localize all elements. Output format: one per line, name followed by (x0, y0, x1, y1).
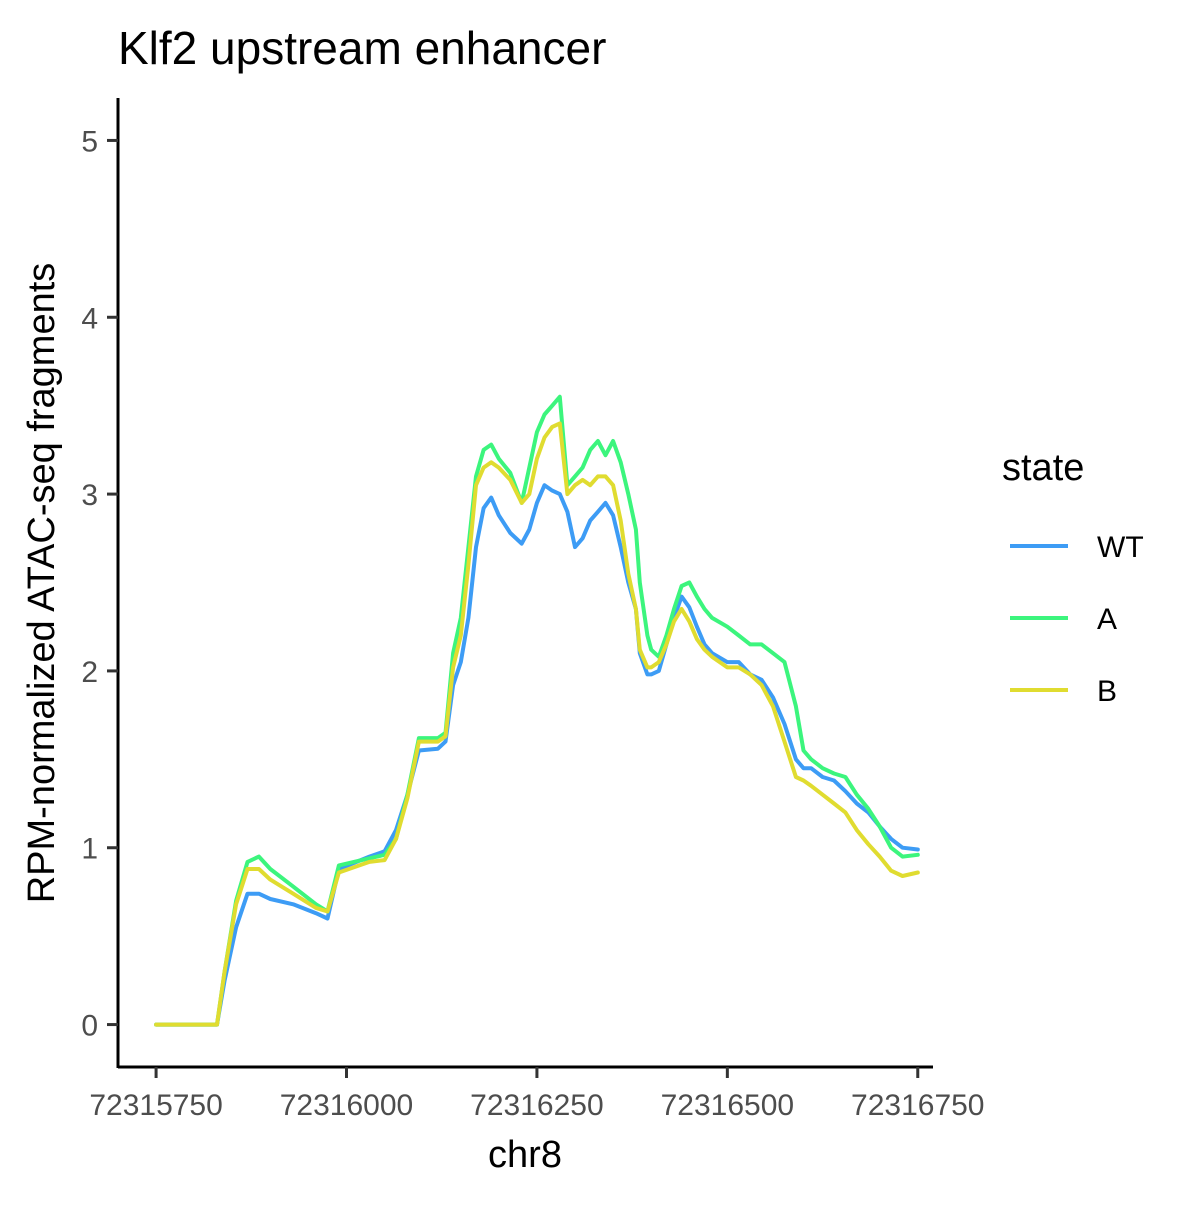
series-line-a (154, 394, 920, 1027)
x-axis-label: chr8 (488, 1134, 562, 1176)
legend-label: WT (1097, 531, 1144, 564)
x-tick-label: 72316500 (661, 1089, 794, 1122)
x-tick-label: 72316750 (851, 1089, 984, 1122)
series-line-wt (154, 483, 920, 1027)
y-tick-label: 0 (81, 1010, 98, 1043)
legend-label: B (1097, 675, 1117, 708)
x-ticks: 72315750 72316000 72316250 72316500 72316750 (89, 1067, 985, 1122)
y-axis-label: RPM-normalized ATAC-seq fragments (21, 263, 63, 904)
chart-title: Klf2 upstream enhancer (118, 22, 606, 74)
x-tick-label: 72315750 (89, 1089, 222, 1122)
y-tick-label: 3 (81, 479, 98, 512)
x-tick-label: 72316250 (470, 1089, 603, 1122)
plot-area (154, 394, 920, 1027)
x-tick-label: 72316000 (280, 1089, 413, 1122)
y-ticks: 0 1 2 3 4 5 (81, 125, 118, 1043)
legend-title: state (1002, 447, 1084, 489)
y-tick-label: 4 (81, 302, 98, 335)
series-line-b (154, 421, 920, 1027)
y-tick-label: 2 (81, 656, 98, 689)
y-tick-label: 5 (81, 125, 98, 158)
legend: state WT A B (1002, 447, 1144, 708)
legend-items: WT A B (1010, 531, 1144, 708)
legend-label: A (1097, 603, 1117, 636)
y-tick-label: 1 (81, 833, 98, 866)
